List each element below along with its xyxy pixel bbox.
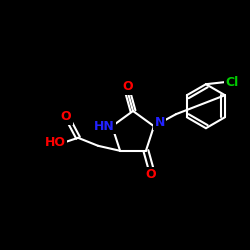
Text: O: O	[61, 110, 72, 123]
Text: N: N	[155, 116, 165, 129]
Text: Cl: Cl	[225, 76, 238, 89]
Text: O: O	[146, 168, 156, 181]
Text: HO: HO	[44, 136, 66, 149]
Text: HN: HN	[94, 120, 114, 133]
Text: O: O	[123, 80, 133, 94]
